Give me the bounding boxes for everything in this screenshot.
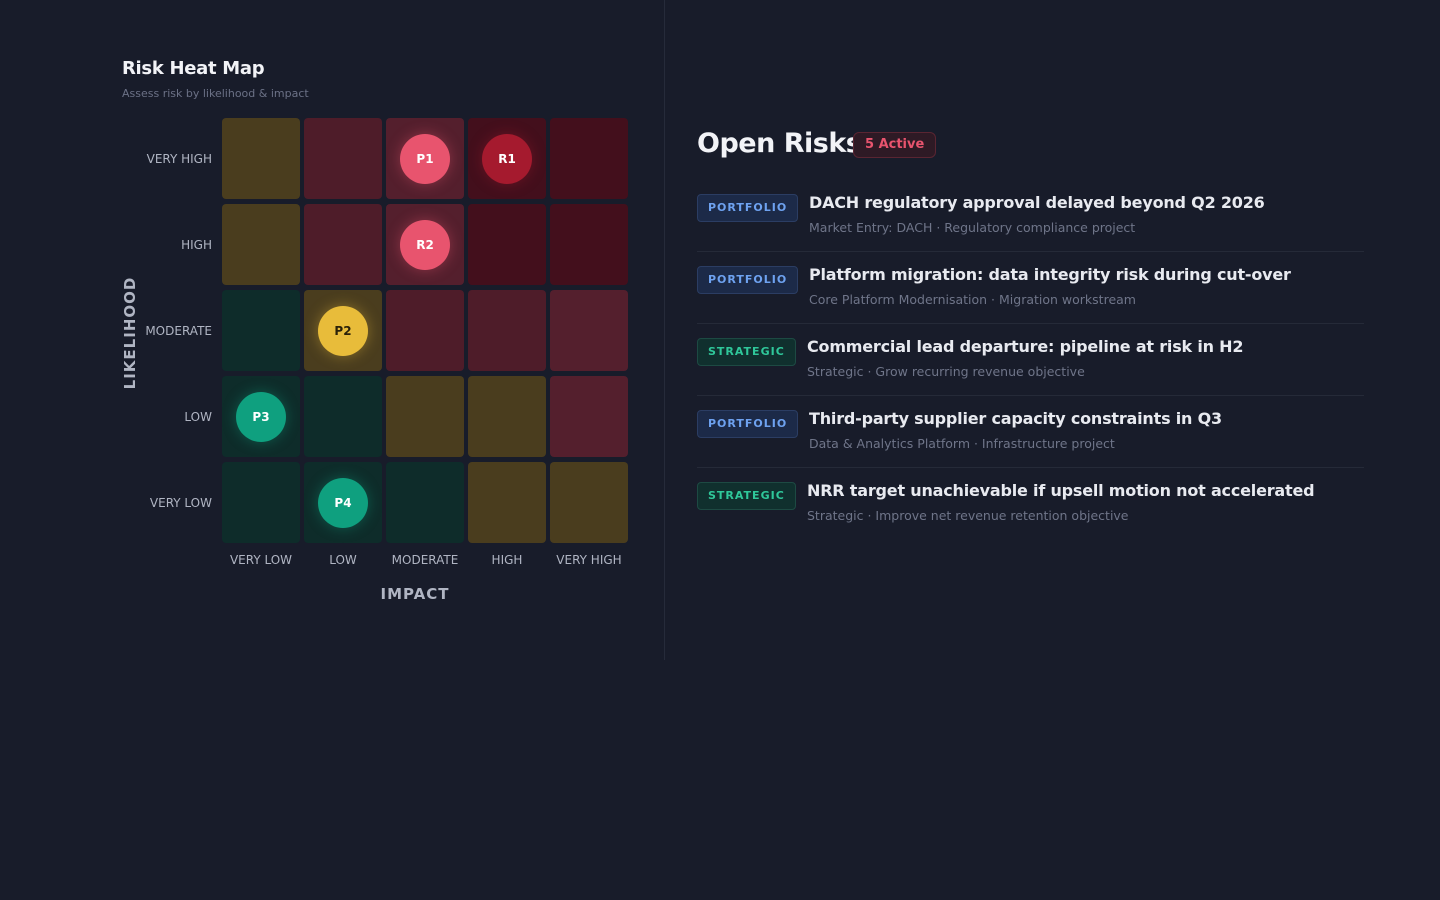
heatmap-grid: P1 R1 R2 P2 P3 P4 [222, 118, 628, 543]
risk-marker[interactable]: P3 [236, 391, 286, 442]
risk-type-tag: PORTFOLIO [697, 410, 799, 438]
impact-tick-label: MODERATE [391, 553, 459, 567]
impact-axis-label: IMPACT [380, 585, 450, 603]
risk-type-tag: STRATEGIC [697, 338, 796, 366]
risk-context: Strategic · Improve net revenue retentio… [807, 508, 1129, 523]
likelihood-tick-label: VERY HIGH [146, 151, 212, 166]
open-risks-title: Open Risks [697, 128, 862, 159]
heatmap-cell[interactable] [550, 290, 628, 371]
risk-context: Market Entry: DACH · Regulatory complian… [809, 220, 1136, 235]
heatmap-cell[interactable] [304, 376, 382, 457]
likelihood-tick-label: MODERATE [145, 323, 212, 338]
likelihood-axis-label: LIKELIHOOD [121, 276, 139, 390]
heatmap-cell[interactable] [468, 462, 546, 543]
risk-marker[interactable]: P4 [318, 477, 368, 528]
heatmap-cell[interactable] [550, 462, 628, 543]
heatmap-cell[interactable] [304, 118, 382, 199]
heatmap-cell[interactable] [386, 376, 464, 457]
risk-list-item[interactable]: STRATEGIC Commercial lead departure: pipe… [697, 324, 1364, 396]
risk-type-tag: PORTFOLIO [697, 194, 799, 222]
heatmap-cell[interactable] [550, 376, 628, 457]
impact-tick-label: HIGH [491, 553, 523, 567]
heatmap-cell[interactable] [550, 204, 628, 285]
risk-list-item[interactable]: PORTFOLIO DACH regulatory approval delaye… [697, 180, 1364, 252]
risk-context: Core Platform Modernisation · Migration … [809, 292, 1136, 307]
risk-marker[interactable]: R2 [400, 219, 450, 270]
heatmap-cell[interactable] [222, 204, 300, 285]
heatmap-cell[interactable] [386, 462, 464, 543]
active-count-badge: 5 Active [853, 132, 937, 158]
risk-list-item[interactable]: PORTFOLIO Platform migration: data integr… [697, 252, 1364, 324]
risk-type-tag: STRATEGIC [697, 482, 796, 510]
heatmap-cell[interactable] [304, 204, 382, 285]
risk-title: Third-party supplier capacity constraint… [809, 409, 1222, 428]
heatmap-title: Risk Heat Map [122, 58, 265, 79]
risk-marker[interactable]: P1 [400, 133, 450, 184]
impact-tick-label: VERY HIGH [556, 553, 622, 567]
likelihood-tick-label: LOW [184, 409, 212, 424]
risk-title: Commercial lead departure: pipeline at r… [807, 337, 1244, 356]
risk-list-item[interactable]: PORTFOLIO Third-party supplier capacity c… [697, 396, 1364, 468]
heatmap-cell[interactable] [386, 290, 464, 371]
risk-title: DACH regulatory approval delayed beyond … [809, 193, 1265, 212]
likelihood-tick-label: HIGH [181, 237, 212, 252]
risk-marker[interactable]: P2 [318, 305, 368, 356]
risk-marker[interactable]: R1 [482, 133, 532, 184]
heatmap-cell[interactable] [468, 376, 546, 457]
risk-context: Data & Analytics Platform · Infrastructu… [809, 436, 1115, 451]
heatmap-subtitle: Assess risk by likelihood & impact [122, 87, 309, 100]
risk-context: Strategic · Grow recurring revenue objec… [807, 364, 1085, 379]
likelihood-tick-label: VERY LOW [149, 495, 212, 510]
heatmap-cell[interactable] [222, 462, 300, 543]
heatmap-cell[interactable] [222, 118, 300, 199]
impact-tick-label: VERY LOW [229, 553, 293, 567]
risk-list: PORTFOLIO DACH regulatory approval delaye… [697, 180, 1364, 539]
heatmap-cell[interactable] [468, 290, 546, 371]
heatmap-cell[interactable] [222, 290, 300, 371]
risk-type-tag: PORTFOLIO [697, 266, 799, 294]
impact-tick-label: LOW [329, 553, 357, 567]
risk-list-item[interactable]: STRATEGIC NRR target unachievable if upse… [697, 468, 1364, 539]
heatmap-cell[interactable] [550, 118, 628, 199]
risk-title: Platform migration: data integrity risk … [809, 265, 1291, 284]
heatmap-cell[interactable] [468, 204, 546, 285]
risk-title: NRR target unachievable if upsell motion… [807, 481, 1315, 500]
panel-divider [664, 0, 665, 660]
